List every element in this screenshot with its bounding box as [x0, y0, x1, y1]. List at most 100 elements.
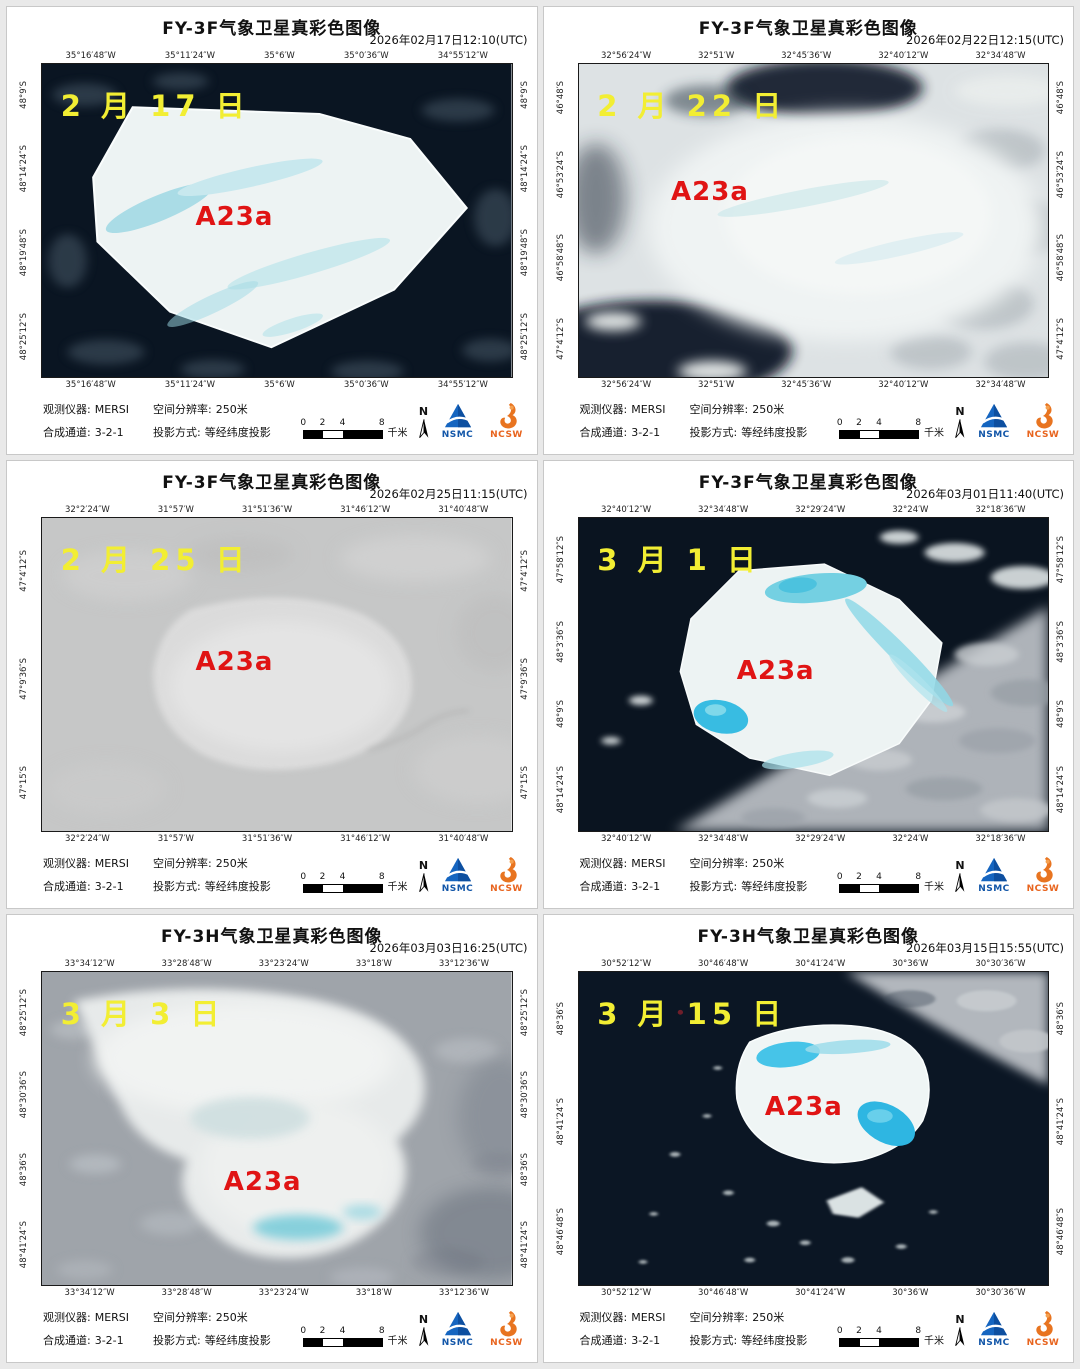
coordinate-label: 46°48′S [555, 81, 566, 115]
coordinate-label: 47°4′12″S [555, 317, 566, 360]
coordinate-label: 30°46′48″W [698, 1288, 749, 1298]
image-metadata: 观测仪器: MERSI 空间分辨率: 250米 合成通道: 3-2-1 投影方式: 等经… [579, 403, 808, 439]
ncsw-logo-icon: NCSW [1021, 402, 1065, 440]
coordinate-label: 30°52′12″W [600, 1288, 652, 1298]
panel-header: FY-3F气象卫星真彩色图像 2026年02月22日12:15(UTC) [544, 7, 1074, 49]
coordinate-label: 31°51′36″W [241, 834, 293, 844]
nsmc-logo-icon: NSMC [436, 856, 480, 894]
lat-labels-left: 48°36′S 48°41′24″S 48°46′48″S [544, 971, 578, 1286]
satellite-scene [42, 972, 512, 1285]
scale-bar: 0 2 4 8 [837, 872, 921, 894]
map-date-label: 2 月 22 日 [597, 88, 787, 123]
coordinate-label: 30°41′24″W [795, 959, 846, 969]
coordinate-label: 35°11′24″W [164, 380, 215, 390]
scale-unit: 千米 [387, 1335, 408, 1347]
coordinate-label: 35°6′W [264, 380, 295, 390]
coordinate-label: 48°3′36″S [555, 620, 566, 663]
coordinate-label: 48°14′24″S [519, 145, 530, 193]
scale-bar-group: 0 2 4 8 千米 N NSMC NCSW [300, 1310, 529, 1348]
coordinate-label: 30°30′36″W [975, 1288, 1026, 1298]
iceberg-label: A23a [223, 1166, 302, 1197]
panel-feb22: FY-3F气象卫星真彩色图像 2026年02月22日12:15(UTC) 32°… [542, 6, 1074, 455]
lon-labels-bottom: 35°16′48″W 35°11′24″W 35°6′W 35°0′36″W 34°55… [41, 378, 513, 392]
iceberg-label: A23a [736, 656, 815, 687]
panel-mar15: FY-3H气象卫星真彩色图像 2026年03月15日15:55(UTC) 30°… [542, 914, 1074, 1363]
coordinate-label: 32°2′24″W [64, 505, 110, 515]
coordinate-label: 48°36′S [555, 1002, 566, 1036]
scale-bar: 0 2 4 8 [837, 1326, 921, 1348]
coordinate-label: 48°36′S [19, 1152, 29, 1187]
ncsw-logo-icon: NCSW [1021, 1310, 1065, 1348]
panel-header: FY-3F气象卫星真彩色图像 2026年02月17日12:10(UTC) [7, 7, 537, 49]
north-arrow-icon: N [953, 1314, 967, 1348]
scale-unit: 千米 [924, 881, 944, 893]
coordinate-label: 34°55′12″W [437, 51, 488, 61]
coordinate-label: 48°9′S [19, 81, 29, 109]
coordinate-label: 35°6′W [264, 51, 295, 61]
coordinate-label: 32°24′W [892, 834, 929, 844]
lat-labels-left: 48°25′12″S 48°30′36″S 48°36′S 48°41′24″S [7, 971, 41, 1286]
panel-timestamp: 2026年03月03日16:25(UTC) [369, 941, 528, 955]
map-footer: 观测仪器: MERSI 空间分辨率: 250米 合成通道: 3-2-1 投影方式: 等经… [7, 392, 537, 454]
coordinate-label: 47°15′S [519, 765, 530, 799]
coordinate-label: 48°25′12″S [19, 988, 29, 1036]
ncsw-logo-icon: NCSW [485, 856, 529, 894]
panel-title: FY-3F气象卫星真彩色图像 [698, 19, 918, 39]
lon-labels-bottom: 32°2′24″W 31°57′W 31°51′36″W 31°46′12″W 31°4… [41, 832, 513, 846]
lat-labels-left: 48°9′S 48°14′24″S 48°19′48″S 48°25′12″S [7, 63, 41, 378]
coordinate-label: 48°36′S [1056, 1002, 1066, 1036]
coordinate-label: 48°25′12″S [519, 988, 530, 1036]
coordinate-label: 32°34′48″W [698, 505, 749, 515]
coordinate-label: 35°16′48″W [65, 380, 116, 390]
panel-mar03: FY-3H气象卫星真彩色图像 2026年03月03日16:25(UTC) 33°… [6, 914, 538, 1363]
panel-feb17: FY-3F气象卫星真彩色图像 2026年02月17日12:10(UTC) 35°… [6, 6, 538, 455]
lat-labels-right: 48°36′S 48°41′24″S 48°46′48″S [1049, 971, 1073, 1286]
lat-labels-right: 48°9′S 48°14′24″S 48°19′48″S 48°25′12″S [513, 63, 537, 378]
lon-labels-top: 32°40′12″W 32°34′48″W 32°29′24″W 32°24′W 32°… [578, 503, 1050, 517]
coordinate-label: 35°11′24″W [164, 51, 215, 61]
coordinate-label: 48°9′S [1056, 700, 1066, 729]
coordinate-label: 48°19′48″S [519, 228, 530, 277]
scale-bar: 0 2 4 8 [837, 418, 921, 440]
coordinate-label: 32°24′W [892, 505, 929, 515]
image-metadata: 观测仪器: MERSI 空间分辨率: 250米 合成通道: 3-2-1 投影方式: 等经… [43, 403, 271, 439]
satellite-scene [578, 64, 1048, 377]
panel-mar01: FY-3F气象卫星真彩色图像 2026年03月01日11:40(UTC) 32°… [542, 460, 1074, 909]
scale-bar-group: 0 2 4 8 千米 N NSMC NCSW [837, 1310, 1065, 1348]
lat-labels-right: 47°58′12″S 48°3′36″S 48°9′S 48°14′24″S [1049, 517, 1073, 832]
map-frame: 35°16′48″W 35°11′24″W 35°6′W 35°0′36″W 34°55… [7, 49, 537, 392]
satellite-map: 2 月 17 日 A23a [41, 63, 513, 378]
coordinate-label: 30°36′W [892, 1288, 929, 1298]
coordinate-label: 46°53′24″S [1056, 150, 1066, 198]
coordinate-label: 32°45′36″W [781, 51, 832, 61]
coordinate-label: 48°36′S [519, 1152, 530, 1187]
panel-timestamp: 2026年03月15日15:55(UTC) [906, 941, 1064, 955]
lat-labels-left: 47°58′12″S 48°3′36″S 48°9′S 48°14′24″S [544, 517, 578, 832]
image-metadata: 观测仪器: MERSI 空间分辨率: 250米 合成通道: 3-2-1 投影方式: 等经… [43, 1311, 271, 1347]
coordinate-label: 48°30′36″S [19, 1070, 29, 1118]
scale-bar-group: 0 2 4 8 千米 N NSMC NCSW [300, 402, 529, 440]
nsmc-logo-icon: NSMC [972, 402, 1016, 440]
lat-labels-right: 46°48′S 46°53′24″S 46°58′48″S 47°4′12″S [1049, 63, 1073, 378]
coordinate-label: 33°34′12″W [64, 1288, 115, 1298]
scale-unit: 千米 [387, 881, 408, 893]
scale-bar-group: 0 2 4 8 千米 N NSMC NCSW [300, 856, 529, 894]
map-date-label: 3 月 15 日 [597, 996, 787, 1031]
coordinate-label: 48°41′24″S [555, 1097, 566, 1146]
coordinate-label: 48°30′36″S [519, 1070, 530, 1118]
map-footer: 观测仪器: MERSI 空间分辨率: 250米 合成通道: 3-2-1 投影方式: 等经… [7, 846, 537, 908]
iceberg-label: A23a [195, 202, 274, 233]
coordinate-label: 33°28′48″W [161, 1288, 212, 1298]
ncsw-logo-icon: NCSW [485, 1310, 529, 1348]
coordinate-label: 47°4′12″S [19, 550, 29, 592]
coordinate-label: 32°29′24″W [795, 505, 846, 515]
coordinate-label: 33°23′24″W [258, 1288, 309, 1298]
panel-header: FY-3F气象卫星真彩色图像 2026年02月25日11:15(UTC) [7, 461, 537, 503]
nsmc-logo-icon: NSMC [436, 1310, 480, 1348]
ncsw-logo-icon: NCSW [485, 402, 529, 440]
coordinate-label: 48°46′48″S [555, 1207, 566, 1255]
coordinate-label: 32°45′36″W [781, 380, 832, 390]
scale-bar-group: 0 2 4 8 千米 N NSMC NCSW [837, 856, 1065, 894]
lon-labels-bottom: 32°56′24″W 32°51′W 32°45′36″W 32°40′12″W 32°… [578, 378, 1050, 392]
